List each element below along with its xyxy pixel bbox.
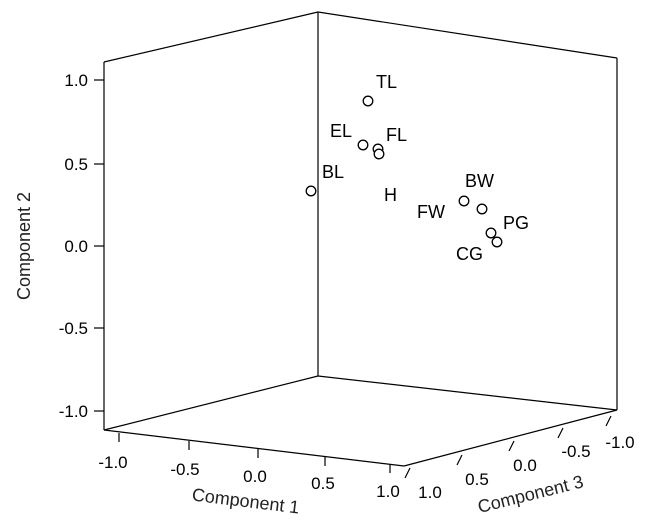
point-marker	[357, 139, 369, 151]
y-axis-title: Component 2	[14, 192, 34, 300]
point-marker	[485, 227, 497, 239]
data-point-bw: BW	[465, 171, 494, 215]
data-point-cg: CG	[456, 236, 503, 264]
z-tick-mark	[605, 415, 612, 427]
y-tick-label: 0.5	[64, 155, 88, 174]
x-axis: -1.0 -0.5 0.0 0.5 1.0 Component 1	[98, 433, 400, 518]
y-tick-label: 0.0	[64, 237, 88, 256]
z-tick-label: 0.5	[465, 470, 489, 489]
point-label: H	[384, 185, 397, 205]
y-tick-label: 1.0	[64, 71, 88, 90]
z-tick-label: 0.0	[513, 456, 537, 475]
box-edge	[317, 375, 618, 411]
point-marker	[476, 203, 488, 215]
y-tick-label: -0.5	[59, 319, 88, 338]
z-tick-label: -0.5	[561, 442, 590, 461]
x-tick-label: -0.5	[170, 460, 199, 479]
data-point-bl: BL	[305, 162, 344, 197]
box-edge	[103, 375, 319, 431]
data-point-fw: FW	[417, 195, 470, 222]
point-label: EL	[330, 121, 352, 141]
point-label: CG	[456, 244, 483, 264]
data-point-el: EL	[330, 121, 369, 151]
z-tick-mark	[557, 427, 564, 439]
x-axis-title: Component 1	[191, 485, 301, 518]
point-marker	[373, 148, 385, 160]
z-tick-label: 1.0	[418, 483, 442, 502]
data-point-pg: PG	[485, 213, 529, 239]
x-tick-label: 0.5	[311, 474, 335, 493]
z-tick-label: -1.0	[605, 433, 634, 452]
x-tick-label: 0.0	[243, 467, 267, 486]
box-edge	[403, 409, 618, 467]
point-label: PG	[503, 213, 529, 233]
z-axis: 1.0 0.5 0.0 -0.5 -1.0 Component 3	[404, 415, 635, 517]
z-tick-mark	[456, 454, 463, 466]
point-marker	[458, 195, 470, 207]
data-point-tl: TL	[362, 72, 397, 107]
point-marker	[491, 236, 503, 248]
z-tick-mark	[508, 440, 515, 452]
box-edge	[317, 11, 618, 59]
data-point-h: H	[373, 148, 397, 205]
point-label: FL	[386, 125, 407, 145]
y-tick-label: -1.0	[59, 402, 88, 421]
point-label: FW	[417, 202, 445, 222]
box-edge	[103, 429, 405, 467]
box-edge	[103, 11, 319, 63]
z-tick-mark	[404, 467, 411, 479]
point-marker	[305, 185, 317, 197]
point-marker	[362, 95, 374, 107]
x-tick-label: 1.0	[376, 482, 400, 501]
point-label: BW	[465, 171, 494, 191]
x-tick-label: -1.0	[98, 453, 127, 472]
data-points: TL EL FL H BL FW BW PG CG	[305, 72, 529, 264]
z-axis-title: Component 3	[476, 471, 586, 517]
point-label: TL	[376, 72, 397, 92]
y-axis: 1.0 0.5 0.0 -0.5 -1.0 Component 2	[14, 71, 104, 421]
point-label: BL	[322, 162, 344, 182]
plot-box	[103, 11, 618, 467]
